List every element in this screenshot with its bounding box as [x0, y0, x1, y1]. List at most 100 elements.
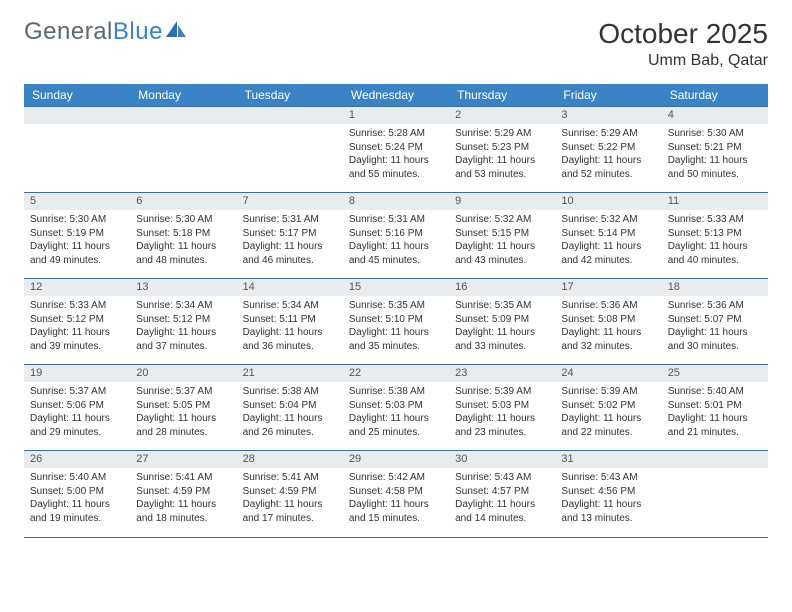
sunset-text: Sunset: 5:24 PM	[349, 141, 443, 155]
day-number: 4	[662, 107, 768, 124]
sunrise-text: Sunrise: 5:28 AM	[349, 127, 443, 141]
day-cell: 15Sunrise: 5:35 AMSunset: 5:10 PMDayligh…	[343, 279, 449, 365]
daylight-text: Daylight: 11 hours and 32 minutes.	[561, 326, 655, 353]
sunset-text: Sunset: 5:03 PM	[349, 399, 443, 413]
daylight-text: Daylight: 11 hours and 22 minutes.	[561, 412, 655, 439]
day-cell: 21Sunrise: 5:38 AMSunset: 5:04 PMDayligh…	[237, 365, 343, 451]
day-cell: 23Sunrise: 5:39 AMSunset: 5:03 PMDayligh…	[449, 365, 555, 451]
header: GeneralBlue October 2025 Umm Bab, Qatar	[24, 18, 768, 70]
daylight-text: Daylight: 11 hours and 40 minutes.	[668, 240, 762, 267]
day-number: 26	[24, 451, 130, 468]
day-details: Sunrise: 5:36 AMSunset: 5:07 PMDaylight:…	[662, 296, 768, 357]
day-cell: 17Sunrise: 5:36 AMSunset: 5:08 PMDayligh…	[555, 279, 661, 365]
day-details: Sunrise: 5:35 AMSunset: 5:10 PMDaylight:…	[343, 296, 449, 357]
day-cell: 22Sunrise: 5:38 AMSunset: 5:03 PMDayligh…	[343, 365, 449, 451]
day-number: 1	[343, 107, 449, 124]
daylight-text: Daylight: 11 hours and 33 minutes.	[455, 326, 549, 353]
sunset-text: Sunset: 5:06 PM	[30, 399, 124, 413]
day-number: 24	[555, 365, 661, 382]
sunset-text: Sunset: 5:19 PM	[30, 227, 124, 241]
sunset-text: Sunset: 5:21 PM	[668, 141, 762, 155]
day-number: 13	[130, 279, 236, 296]
day-number: 28	[237, 451, 343, 468]
day-details: Sunrise: 5:30 AMSunset: 5:19 PMDaylight:…	[24, 210, 130, 271]
sunset-text: Sunset: 5:08 PM	[561, 313, 655, 327]
day-cell: 1Sunrise: 5:28 AMSunset: 5:24 PMDaylight…	[343, 107, 449, 193]
day-cell: 7Sunrise: 5:31 AMSunset: 5:17 PMDaylight…	[237, 193, 343, 279]
day-cell: 29Sunrise: 5:42 AMSunset: 4:58 PMDayligh…	[343, 451, 449, 537]
day-details: Sunrise: 5:28 AMSunset: 5:24 PMDaylight:…	[343, 124, 449, 185]
weekday-header: Monday	[130, 84, 236, 107]
sunrise-text: Sunrise: 5:29 AM	[561, 127, 655, 141]
day-details: Sunrise: 5:33 AMSunset: 5:12 PMDaylight:…	[24, 296, 130, 357]
daylight-text: Daylight: 11 hours and 19 minutes.	[30, 498, 124, 525]
daylight-text: Daylight: 11 hours and 23 minutes.	[455, 412, 549, 439]
day-cell: 12Sunrise: 5:33 AMSunset: 5:12 PMDayligh…	[24, 279, 130, 365]
month-title: October 2025	[598, 18, 768, 50]
daylight-text: Daylight: 11 hours and 55 minutes.	[349, 154, 443, 181]
daylight-text: Daylight: 11 hours and 13 minutes.	[561, 498, 655, 525]
daylight-text: Daylight: 11 hours and 15 minutes.	[349, 498, 443, 525]
day-cell: 31Sunrise: 5:43 AMSunset: 4:56 PMDayligh…	[555, 451, 661, 537]
day-cell: 9Sunrise: 5:32 AMSunset: 5:15 PMDaylight…	[449, 193, 555, 279]
weekday-header: Sunday	[24, 84, 130, 107]
day-cell: 2Sunrise: 5:29 AMSunset: 5:23 PMDaylight…	[449, 107, 555, 193]
weekday-header: Saturday	[662, 84, 768, 107]
sunset-text: Sunset: 4:57 PM	[455, 485, 549, 499]
day-details: Sunrise: 5:30 AMSunset: 5:21 PMDaylight:…	[662, 124, 768, 185]
day-details: Sunrise: 5:39 AMSunset: 5:02 PMDaylight:…	[555, 382, 661, 443]
day-number: 17	[555, 279, 661, 296]
sunset-text: Sunset: 5:01 PM	[668, 399, 762, 413]
daylight-text: Daylight: 11 hours and 42 minutes.	[561, 240, 655, 267]
sunrise-text: Sunrise: 5:35 AM	[455, 299, 549, 313]
day-details: Sunrise: 5:41 AMSunset: 4:59 PMDaylight:…	[130, 468, 236, 529]
day-number: 30	[449, 451, 555, 468]
weekday-header-row: Sunday Monday Tuesday Wednesday Thursday…	[24, 84, 768, 107]
daylight-text: Daylight: 11 hours and 14 minutes.	[455, 498, 549, 525]
sunrise-text: Sunrise: 5:31 AM	[349, 213, 443, 227]
daylight-text: Daylight: 11 hours and 50 minutes.	[668, 154, 762, 181]
daylight-text: Daylight: 11 hours and 30 minutes.	[668, 326, 762, 353]
sunset-text: Sunset: 5:02 PM	[561, 399, 655, 413]
day-number	[662, 451, 768, 468]
daylight-text: Daylight: 11 hours and 37 minutes.	[136, 326, 230, 353]
sunrise-text: Sunrise: 5:30 AM	[668, 127, 762, 141]
sunrise-text: Sunrise: 5:40 AM	[30, 471, 124, 485]
sunset-text: Sunset: 5:00 PM	[30, 485, 124, 499]
sunset-text: Sunset: 4:58 PM	[349, 485, 443, 499]
logo: GeneralBlue	[24, 18, 187, 46]
day-number: 25	[662, 365, 768, 382]
day-details: Sunrise: 5:42 AMSunset: 4:58 PMDaylight:…	[343, 468, 449, 529]
day-cell: 26 Sunrise: 5:40 AMSunset: 5:00 PMDayligh…	[24, 451, 130, 537]
sunrise-text: Sunrise: 5:42 AM	[349, 471, 443, 485]
sunrise-text: Sunrise: 5:41 AM	[136, 471, 230, 485]
sunrise-text: Sunrise: 5:37 AM	[30, 385, 124, 399]
daylight-text: Daylight: 11 hours and 25 minutes.	[349, 412, 443, 439]
sunset-text: Sunset: 5:07 PM	[668, 313, 762, 327]
sunrise-text: Sunrise: 5:43 AM	[455, 471, 549, 485]
day-cell: 28Sunrise: 5:41 AMSunset: 4:59 PMDayligh…	[237, 451, 343, 537]
day-number: 18	[662, 279, 768, 296]
sunset-text: Sunset: 5:15 PM	[455, 227, 549, 241]
sunrise-text: Sunrise: 5:39 AM	[455, 385, 549, 399]
sunrise-text: Sunrise: 5:31 AM	[243, 213, 337, 227]
day-cell: 16Sunrise: 5:35 AMSunset: 5:09 PMDayligh…	[449, 279, 555, 365]
day-cell: 6Sunrise: 5:30 AMSunset: 5:18 PMDaylight…	[130, 193, 236, 279]
day-number: 3	[555, 107, 661, 124]
sunrise-text: Sunrise: 5:37 AM	[136, 385, 230, 399]
day-cell: 18Sunrise: 5:36 AMSunset: 5:07 PMDayligh…	[662, 279, 768, 365]
sunrise-text: Sunrise: 5:34 AM	[136, 299, 230, 313]
sunrise-text: Sunrise: 5:33 AM	[668, 213, 762, 227]
sunset-text: Sunset: 5:10 PM	[349, 313, 443, 327]
day-details: Sunrise: 5:33 AMSunset: 5:13 PMDaylight:…	[662, 210, 768, 271]
sunrise-text: Sunrise: 5:32 AM	[561, 213, 655, 227]
sunrise-text: Sunrise: 5:38 AM	[349, 385, 443, 399]
sunset-text: Sunset: 5:14 PM	[561, 227, 655, 241]
logo-text-2: Blue	[113, 18, 163, 46]
day-details: Sunrise: 5:31 AMSunset: 5:16 PMDaylight:…	[343, 210, 449, 271]
sunrise-text: Sunrise: 5:40 AM	[668, 385, 762, 399]
day-number: 5	[24, 193, 130, 210]
sunrise-text: Sunrise: 5:35 AM	[349, 299, 443, 313]
daylight-text: Daylight: 11 hours and 49 minutes.	[30, 240, 124, 267]
day-number: 29	[343, 451, 449, 468]
